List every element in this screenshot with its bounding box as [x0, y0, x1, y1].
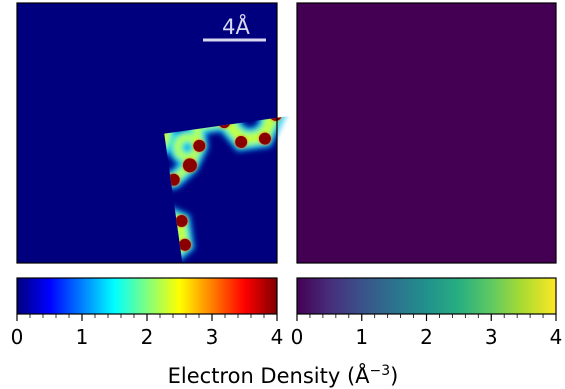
jet-tick-label: 1 [76, 325, 89, 349]
jet-colorbar-ticks: 0 1 2 3 4 [11, 314, 284, 349]
jet-tick-label: 4 [271, 325, 284, 349]
jet-tick-label: 0 [11, 325, 24, 349]
jet-panel: 4Å [16, 2, 301, 287]
viridis-colorbar-ticks: 0 1 2 3 4 [291, 314, 563, 349]
viridis-colorbar: 0 1 2 3 4 [291, 277, 563, 349]
viridis-panel-background [297, 3, 556, 263]
viridis-panel [296, 2, 557, 264]
jet-colorbar-strip [16, 277, 278, 315]
jet-colorbar: 0 1 2 3 4 [11, 277, 284, 349]
colorbar-axis-label: Electron Density (Å−3) [168, 362, 399, 388]
viridis-colorbar-strip [296, 277, 557, 315]
jet-panel-frame [16, 2, 278, 264]
viridis-tick-label: 4 [550, 325, 563, 349]
viridis-tick-label: 2 [420, 325, 433, 349]
viridis-tick-label: 0 [291, 325, 304, 349]
jet-tick-label: 2 [141, 325, 154, 349]
viridis-tick-label: 1 [355, 325, 368, 349]
viridis-panel-frame [296, 2, 557, 264]
viridis-tick-label: 3 [485, 325, 498, 349]
jet-tick-label: 3 [206, 325, 219, 349]
scale-bar-label: 4Å [222, 13, 250, 39]
